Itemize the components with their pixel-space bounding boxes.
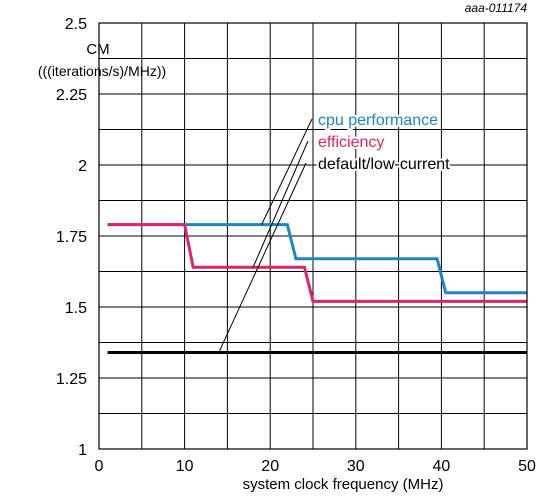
x-tick-label: 10	[176, 458, 194, 475]
legend-leader-line	[218, 162, 307, 353]
figure-id: aaa-011174	[465, 1, 528, 15]
x-tick-label: 0	[95, 458, 104, 475]
plot-frame	[98, 22, 528, 450]
plot-border	[98, 22, 528, 450]
series-lines	[107, 223, 527, 354]
y-tick-label: 1.5	[65, 300, 87, 317]
grid	[99, 23, 527, 449]
tick-labels: 0 10 20 30 40 50 1 1.25 1.5 1.75 2 2.25 2.5	[56, 16, 536, 475]
series-line-1	[107, 223, 527, 303]
y-tick-label: 1	[78, 442, 87, 459]
y-tick-label: 1.25	[56, 371, 87, 388]
y-axis-label-line-1: CM	[86, 41, 109, 58]
y-tick-label: 2.25	[56, 87, 87, 104]
y-tick-label: 2	[78, 158, 87, 175]
legend-leader-line	[261, 118, 313, 225]
legend: cpu performance efficiency default/low-cur…	[218, 110, 452, 353]
y-axis-label-line-2: (((iterations/s)/MHz))	[38, 63, 166, 79]
legend-label: efficiency	[318, 134, 384, 151]
legend-label: default/low-current	[318, 156, 450, 173]
x-tick-label: 30	[347, 458, 365, 475]
series-line-0	[107, 223, 527, 295]
legend-label: cpu performance	[318, 112, 438, 129]
x-tick-label: 20	[261, 458, 279, 475]
y-tick-label: 1.75	[56, 229, 87, 246]
y-tick-label: 2.5	[65, 16, 87, 33]
x-axis-label: system clock frequency (MHz)	[243, 476, 444, 493]
legend-leader-line	[252, 140, 309, 268]
x-tick-label: 40	[433, 458, 451, 475]
x-tick-label: 50	[518, 458, 536, 475]
